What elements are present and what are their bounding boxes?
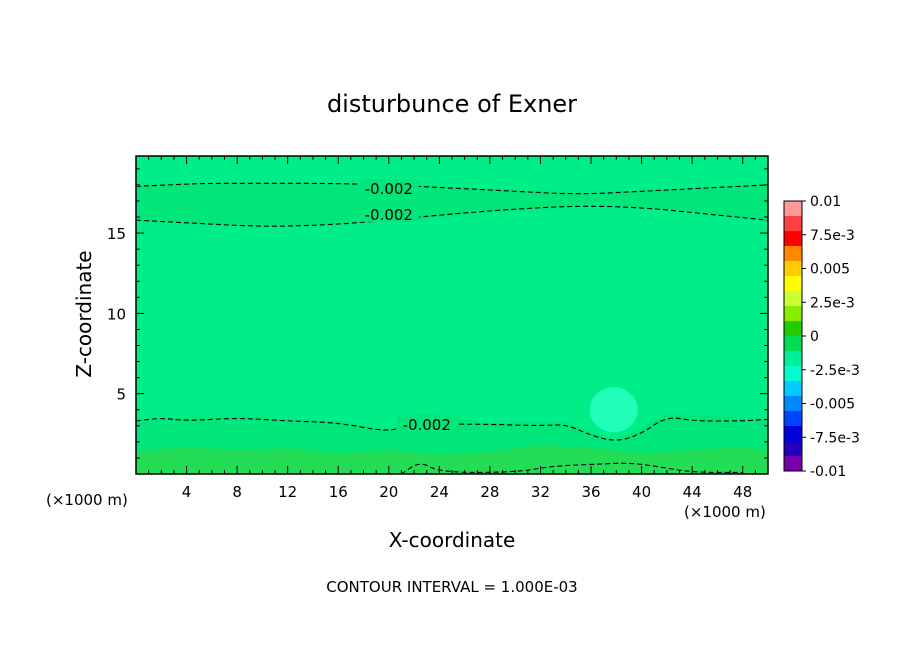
x-tick-label: 28 xyxy=(480,483,499,501)
colorbar-label: 7.5e-3 xyxy=(810,228,855,244)
colorbar-band xyxy=(784,306,802,322)
y-tick-label: 10 xyxy=(107,305,126,323)
contour-line xyxy=(136,182,768,195)
y-axis-label: Z-coordinate xyxy=(72,250,96,377)
colorbar-label: -7.5e-3 xyxy=(810,430,860,446)
contour-label: -0.002 xyxy=(365,180,413,198)
y-tick-label: 5 xyxy=(116,386,126,404)
x-tick-labels: 4 8 12 16 20 24 28 32 36 40 44 48 xyxy=(182,483,752,501)
contour-label-bg xyxy=(396,415,457,433)
x-tick-label: 12 xyxy=(278,483,297,501)
colorbar-label: -0.01 xyxy=(810,464,846,480)
x-tick-label: 44 xyxy=(683,483,702,501)
anomaly-blob xyxy=(589,387,638,433)
colorbar-band xyxy=(784,261,802,277)
x-tick-label: 8 xyxy=(232,483,242,501)
shaded-band xyxy=(136,445,768,474)
colorbar-band xyxy=(784,411,802,427)
colorbar-band xyxy=(784,456,802,472)
colorbar-band xyxy=(784,366,802,382)
contour-interval-note: CONTOUR INTERVAL = 1.000E-03 xyxy=(326,578,577,596)
x-tick-label: 40 xyxy=(632,483,651,501)
colorbar-band xyxy=(784,441,802,457)
contour-label: -0.002 xyxy=(403,416,451,434)
colorbar-band xyxy=(784,276,802,292)
colorbar-label: -2.5e-3 xyxy=(810,363,860,379)
colorbar-band xyxy=(784,381,802,397)
axis-ticks xyxy=(136,156,768,474)
contour-label-bg xyxy=(358,179,419,197)
x-tick-label: 32 xyxy=(531,483,550,501)
colorbar-band xyxy=(784,246,802,262)
x-tick-label: 24 xyxy=(430,483,449,501)
colorbar-label: 2.5e-3 xyxy=(810,295,855,311)
colorbar-label: 0.01 xyxy=(810,194,841,210)
colorbar-band xyxy=(784,396,802,412)
colorbar-band xyxy=(784,321,802,337)
colorbar-labels: 0.01 7.5e-3 0.005 2.5e-3 0 -2.5e-3 -0.005 -7.5e… xyxy=(802,194,860,480)
x-tick-label: 48 xyxy=(733,483,752,501)
x-tick-label: 16 xyxy=(329,483,348,501)
contour-label-layer: -0.002 -0.002 -0.002 xyxy=(358,179,457,434)
contour-label: -0.002 xyxy=(365,206,413,224)
colorbar-band xyxy=(784,231,802,247)
colorbar-band xyxy=(784,216,802,232)
x-unit-right: (×1000 m) xyxy=(684,503,766,521)
colorbar-band xyxy=(784,351,802,367)
x-tick-label: 36 xyxy=(581,483,600,501)
x-unit-left: (×1000 m) xyxy=(46,491,128,509)
colorbar-band xyxy=(784,201,802,217)
colorbar-label: -0.005 xyxy=(810,397,855,413)
colorbar xyxy=(783,200,803,472)
x-tick-label: 20 xyxy=(379,483,398,501)
chart-title: disturbunce of Exner xyxy=(327,90,577,118)
colorbar-band xyxy=(784,291,802,307)
y-tick-label: 15 xyxy=(107,225,126,243)
colorbar-band xyxy=(784,426,802,442)
colorbar-label: 0.005 xyxy=(810,262,850,278)
x-axis-label: X-coordinate xyxy=(389,528,516,552)
y-tick-labels: 5 10 15 xyxy=(107,225,126,404)
colorbar-label: 0 xyxy=(810,329,819,345)
x-tick-label: 4 xyxy=(182,483,192,501)
plot-area: -0.002 -0.002 -0.002 xyxy=(135,155,769,475)
contour-line xyxy=(136,205,768,227)
colorbar-band xyxy=(784,336,802,352)
contour-label-bg xyxy=(358,204,419,222)
